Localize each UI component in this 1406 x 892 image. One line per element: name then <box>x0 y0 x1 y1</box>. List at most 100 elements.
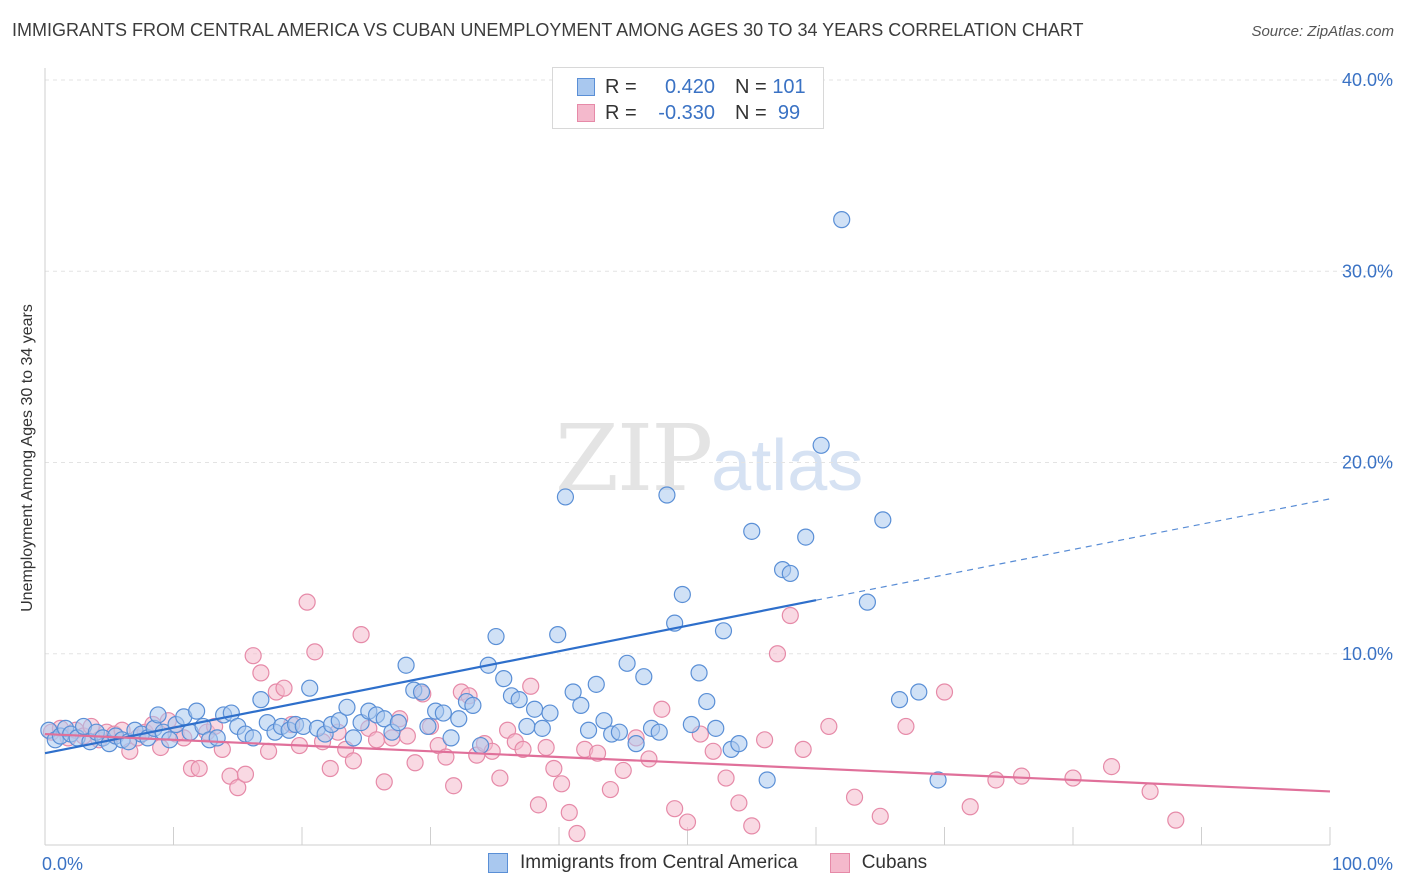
cubans-point <box>1012 767 1031 785</box>
cubans-point <box>614 761 632 780</box>
central-america-point <box>910 683 928 701</box>
central-america-point <box>472 736 490 755</box>
central-america-point <box>758 771 776 789</box>
cubans-point <box>552 775 571 793</box>
cubans-point <box>601 780 620 799</box>
r-label: R = <box>605 101 637 124</box>
r-label: R = <box>605 75 637 98</box>
central-america-point <box>294 717 312 736</box>
cubans-point <box>717 769 735 787</box>
central-america-point <box>595 712 613 730</box>
central-america-point <box>252 691 270 709</box>
central-america-point <box>208 729 226 747</box>
cubans-point <box>529 796 548 814</box>
cubans-point <box>190 759 208 778</box>
central-america-point <box>707 719 725 737</box>
cubans-point <box>244 647 262 665</box>
cubans-point <box>935 683 954 701</box>
series-legend: Immigrants from Central America Cubans <box>488 852 959 874</box>
central-america-point <box>812 436 830 454</box>
cubans-point <box>1102 757 1121 776</box>
central-america-points <box>40 211 947 789</box>
central-america-point <box>450 710 468 728</box>
central-america-point <box>781 564 799 583</box>
central-america-point <box>464 696 482 714</box>
cubans-point <box>730 794 748 812</box>
central-america-point <box>495 670 513 688</box>
y-tick-label: 20.0% <box>1342 453 1393 473</box>
central-america-point <box>344 729 362 747</box>
central-america-point <box>635 668 653 686</box>
central-america-point <box>587 675 605 693</box>
central-america-point <box>510 691 528 709</box>
central-america-point <box>743 522 761 540</box>
central-america-point <box>412 683 431 701</box>
cubans-point <box>306 643 324 661</box>
central-america-point <box>610 723 628 741</box>
central-america-point <box>389 713 407 732</box>
cubans-point <box>653 700 671 718</box>
legend-item-cubans[interactable]: Cubans <box>829 852 928 874</box>
y-tick-label: 30.0% <box>1342 261 1393 281</box>
central-america-point <box>338 698 356 716</box>
cubans-point <box>987 771 1005 789</box>
central-america-point <box>301 679 319 697</box>
tick-labels: 10.0% 20.0% 30.0% 40.0% 0.0% 100.0% <box>42 70 1393 874</box>
pink-swatch <box>829 853 850 873</box>
central-america-point <box>525 700 544 718</box>
cubans-point <box>406 754 424 772</box>
central-america-point <box>858 593 877 611</box>
central-america-point <box>434 704 452 722</box>
legend-row-central-america: R = 0.420 N = 101 <box>577 76 809 98</box>
central-america-point <box>650 723 668 741</box>
central-america-point <box>564 683 582 701</box>
central-america-point <box>330 712 348 730</box>
cubans-point <box>1167 811 1185 829</box>
cubans-point <box>545 759 563 778</box>
chart-title: IMMIGRANTS FROM CENTRAL AMERICA VS CUBAN… <box>12 20 1084 40</box>
central-america-point <box>579 721 598 739</box>
cubans-point <box>537 738 555 757</box>
central-america-point <box>549 626 567 644</box>
central-america-point <box>556 488 575 506</box>
legend-item-central-america[interactable]: Immigrants from Central America <box>488 852 798 874</box>
cubans-point <box>491 769 509 787</box>
cubans-point <box>321 759 339 778</box>
cubans-point <box>1064 769 1082 787</box>
correlation-legend: R = 0.420 N = 101 R = -0.330 N = 99 <box>552 67 824 129</box>
central-america-point <box>658 486 676 504</box>
central-america-point <box>397 656 415 674</box>
cubans-point <box>275 679 293 697</box>
y-tick-label: 40.0% <box>1342 70 1393 90</box>
pink-swatch <box>577 104 595 122</box>
central-america-point <box>487 627 505 646</box>
cubans-point <box>514 740 532 758</box>
cubans-point <box>445 777 463 795</box>
cubans-point <box>522 677 540 695</box>
cubans-point <box>768 645 787 663</box>
cubans-point <box>568 824 586 843</box>
central-america-point <box>682 715 700 734</box>
axes <box>44 68 1331 846</box>
cubans-point <box>755 731 774 749</box>
cubans-point <box>794 740 812 758</box>
cubans-point <box>845 788 864 806</box>
central-america-point <box>929 771 947 789</box>
central-america-point <box>890 691 909 709</box>
legend-label: Cubans <box>861 852 928 873</box>
n-label: N = <box>735 101 767 124</box>
cubans-point <box>560 803 578 822</box>
central-america-point <box>698 692 716 711</box>
cubans-point <box>252 664 270 682</box>
central-america-point <box>730 735 748 753</box>
central-america-point <box>518 717 536 736</box>
cubans-point <box>640 750 658 768</box>
x-tick-label-max: 100.0% <box>1332 854 1393 874</box>
source-credit: Source: ZipAtlas.com <box>1251 23 1394 40</box>
cubans-point <box>704 742 722 760</box>
cubans-point <box>781 606 799 625</box>
cubans-point <box>298 593 316 611</box>
central-america-point <box>442 729 460 747</box>
central-america-point <box>244 729 262 747</box>
y-tick-label: 10.0% <box>1342 644 1393 664</box>
